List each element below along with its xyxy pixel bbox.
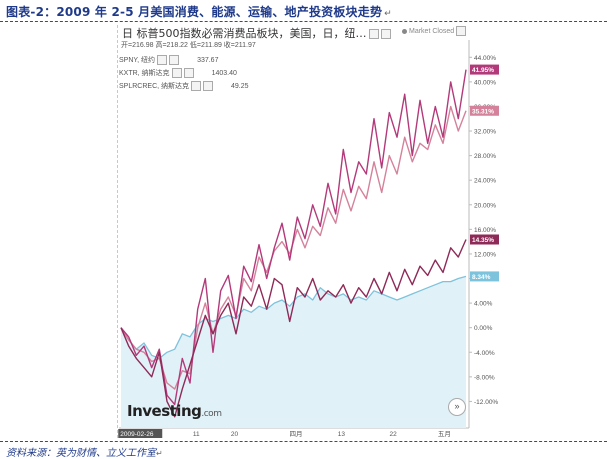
y-tick-label: -12.00% [474,399,498,406]
ohlc-readout: 开=216.98 高=218.22 低=211.89 收=211.97 [121,42,256,49]
status-dot-icon [402,28,407,34]
x-tick-label: 四月 [290,430,303,438]
y-tick-label: 20.00% [474,202,496,209]
x-tick-label: 2009-02-26 [120,431,154,438]
market-status: Market Closed [402,26,467,36]
chart-icon: 日 [122,27,137,40]
end-value-badge [470,271,499,282]
x-tick-label: 20 [231,431,239,438]
y-tick-label: 32.00% [474,129,496,136]
legend-close-icon[interactable] [203,81,214,92]
end-value-badge [470,234,499,245]
y-tick-label: 0.00% [474,325,493,332]
y-tick-label: 28.00% [474,153,496,160]
x-tick-label: 13 [338,431,346,438]
settings-icon[interactable] [368,29,379,39]
y-tick-label: -8.00% [474,374,495,381]
legend-settings-icon[interactable] [157,55,168,66]
end-value-label: 14.35% [472,237,494,244]
y-tick-label: 40.00% [474,79,496,86]
investing-logo: Investing.com [127,402,222,420]
legend-item-3[interactable]: SPLRCREC, 纳斯达克 49.25 [119,81,249,92]
legend-settings-icon[interactable] [191,81,202,92]
legend-close-icon[interactable] [183,68,194,79]
y-tick-label: 44.00% [474,55,496,62]
x-tick-highlight [118,429,163,438]
source-rule [0,441,607,442]
legend-settings-icon[interactable] [171,68,182,79]
y-tick-label: 4.00% [474,301,493,308]
end-value-badge [470,64,499,75]
chart-title: 日 标普500指数必需消费品板块，美国，日，纽… [122,25,391,41]
end-value-label: 8.34% [472,274,491,281]
title-rule [0,21,607,22]
series-line [120,69,467,406]
end-value-badge [470,105,499,116]
legend-item-1[interactable]: SPNY, 纽约 337.67 [119,55,219,66]
x-tick-label: 22 [390,431,398,438]
scroll-forward-button[interactable]: » [448,398,466,416]
y-tick-label: -4.00% [474,350,495,357]
area-fill [121,276,466,428]
y-tick-label: 24.00% [474,178,496,185]
close-icon[interactable] [380,29,391,39]
legend-close-icon[interactable] [169,55,180,66]
series-line [120,239,467,418]
expand-icon[interactable] [456,26,467,36]
y-tick-label: 12.00% [474,251,496,258]
end-value-label: 35.31% [472,108,494,115]
chart-frame [117,25,473,438]
figure-title: 图表-2：2009 年 2-5 月美国消费、能源、运输、地产投资板块走势 ↵ [6,5,392,19]
legend-item-2[interactable]: KXTR, 纳斯达克 1403.40 [119,68,237,79]
x-tick-label: 11 [193,431,200,438]
y-tick-label: 16.00% [474,227,496,234]
x-tick-label: 五月 [438,430,451,438]
end-value-label: 41.95% [472,67,494,74]
source-note: 资料来源：英为财情、立义工作室↵ [6,448,163,459]
